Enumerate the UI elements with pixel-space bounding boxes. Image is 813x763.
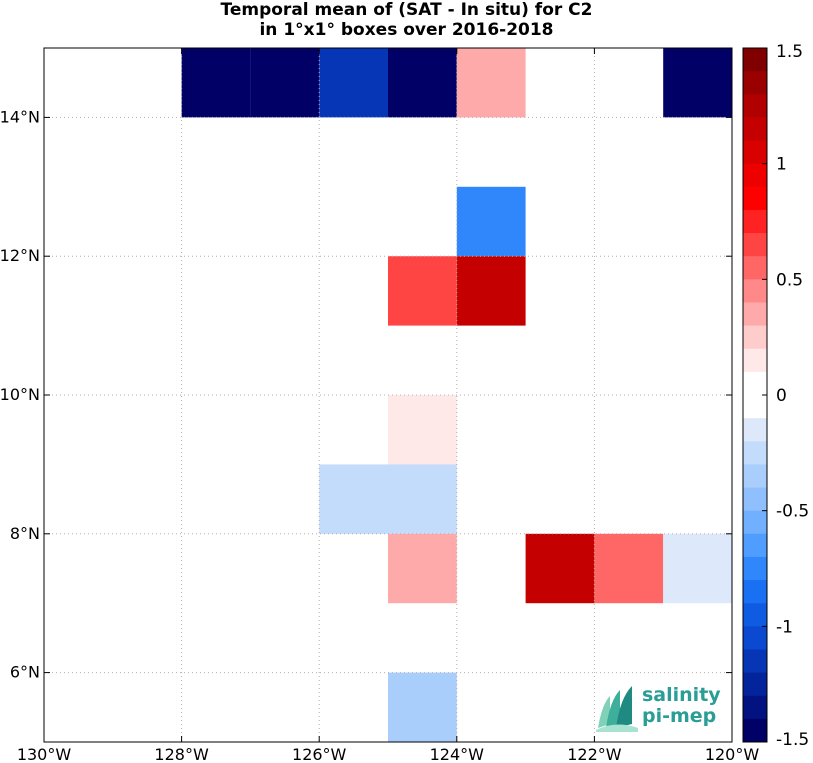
colorbar-segment	[743, 695, 767, 720]
heatmap-cell	[388, 48, 457, 118]
colorbar-segment	[743, 302, 767, 327]
colorbar-tick-label: -0.5	[776, 502, 809, 522]
x-tick-label: 126°W	[292, 745, 347, 763]
heatmap-cell	[319, 464, 388, 534]
chart-title: Temporal mean of (SAT - In situ) for C2	[220, 0, 593, 20]
colorbar-segment	[743, 533, 767, 558]
y-tick-label: 14°N	[0, 107, 40, 126]
heatmap-cell	[181, 48, 251, 118]
colorbar-segment	[743, 371, 767, 396]
colorbar-segment	[743, 672, 767, 697]
heatmap-cell	[456, 186, 526, 257]
colorbar-tick-label: -1.5	[776, 730, 809, 750]
colorbar-segment	[743, 603, 767, 627]
colorbar-segment	[743, 348, 767, 373]
x-tick-label: 122°W	[567, 745, 622, 763]
colorbar-segment	[743, 233, 767, 257]
heatmap-cell	[250, 48, 320, 118]
colorbar-segment	[743, 626, 767, 650]
heatmap-cell	[319, 48, 388, 118]
x-tick-label: 124°W	[430, 745, 485, 763]
colorbar-segment	[743, 140, 767, 165]
colorbar-tick-label: 0.5	[776, 270, 803, 290]
logo-text-pimep: pi-mep	[642, 705, 717, 727]
colorbar-segment	[743, 487, 767, 512]
colorbar-segment	[743, 580, 767, 604]
heatmap-cell	[456, 48, 526, 118]
colorbar-segment	[743, 718, 767, 743]
colorbar-segment	[743, 395, 767, 419]
colorbar-segment	[743, 94, 767, 118]
y-tick-label: 8°N	[10, 524, 40, 543]
colorbar-segment	[743, 556, 767, 581]
logo-text-salinity: salinity	[642, 684, 721, 706]
y-tick-label: 10°N	[0, 385, 40, 404]
heatmap-cells	[181, 48, 732, 742]
x-tick-label: 130°W	[17, 745, 72, 763]
colorbar-segment	[743, 209, 767, 234]
heatmap-cell	[594, 533, 664, 604]
colorbar-segment	[743, 441, 767, 465]
x-tick-label: 120°W	[705, 745, 760, 763]
heatmap-cell	[456, 256, 526, 326]
grid-lines	[43, 48, 733, 742]
x-axis-ticks: 130°W 128°W 126°W 124°W 122°W 120°W	[17, 48, 760, 763]
heatmap-cell	[388, 395, 457, 465]
colorbar-segment	[743, 464, 767, 489]
colorbar-segment	[743, 418, 767, 442]
colorbar-segment	[743, 163, 767, 188]
heatmap-cell	[663, 48, 732, 118]
colorbar-tick-label: 0	[776, 386, 787, 406]
heatmap-cell	[388, 672, 457, 742]
y-tick-label: 12°N	[0, 246, 40, 265]
heatmap-cell	[388, 256, 457, 326]
y-tick-label: 6°N	[10, 663, 40, 682]
colorbar-segment	[743, 256, 767, 280]
heatmap-cell	[388, 533, 457, 604]
colorbar-segment	[743, 117, 767, 142]
colorbar-segment	[743, 325, 767, 350]
colorbar-segment	[743, 649, 767, 674]
colorbar-tick-label: 1	[776, 155, 787, 175]
heatmap-cell	[525, 533, 595, 604]
colorbar-ticks: 1.5 1 0.5 0 -0.5 -1 -1.5	[762, 42, 809, 750]
chart-subtitle: in 1°x1° boxes over 2016-2018	[259, 20, 554, 40]
colorbar-segment	[743, 71, 767, 95]
colorbar-segment	[743, 279, 767, 303]
colorbar-tick-label: 1.5	[776, 42, 803, 62]
colorbar-segment	[743, 510, 767, 535]
salinity-pimep-logo: salinity pi-mep	[596, 684, 726, 732]
heatmap-cell	[663, 533, 732, 604]
y-axis-ticks: 6°N 8°N 10°N 12°N 14°N	[0, 107, 732, 682]
x-tick-label: 128°W	[154, 745, 209, 763]
chart-title-block: Temporal mean of (SAT - In situ) for C2 …	[0, 0, 813, 40]
colorbar-segment	[743, 48, 767, 72]
colorbar-segment	[743, 186, 767, 211]
colorbar	[742, 47, 768, 743]
wave-logo-icon	[596, 686, 638, 732]
heatmap-cell	[388, 464, 457, 534]
colorbar-tick-label: -1	[776, 617, 793, 637]
